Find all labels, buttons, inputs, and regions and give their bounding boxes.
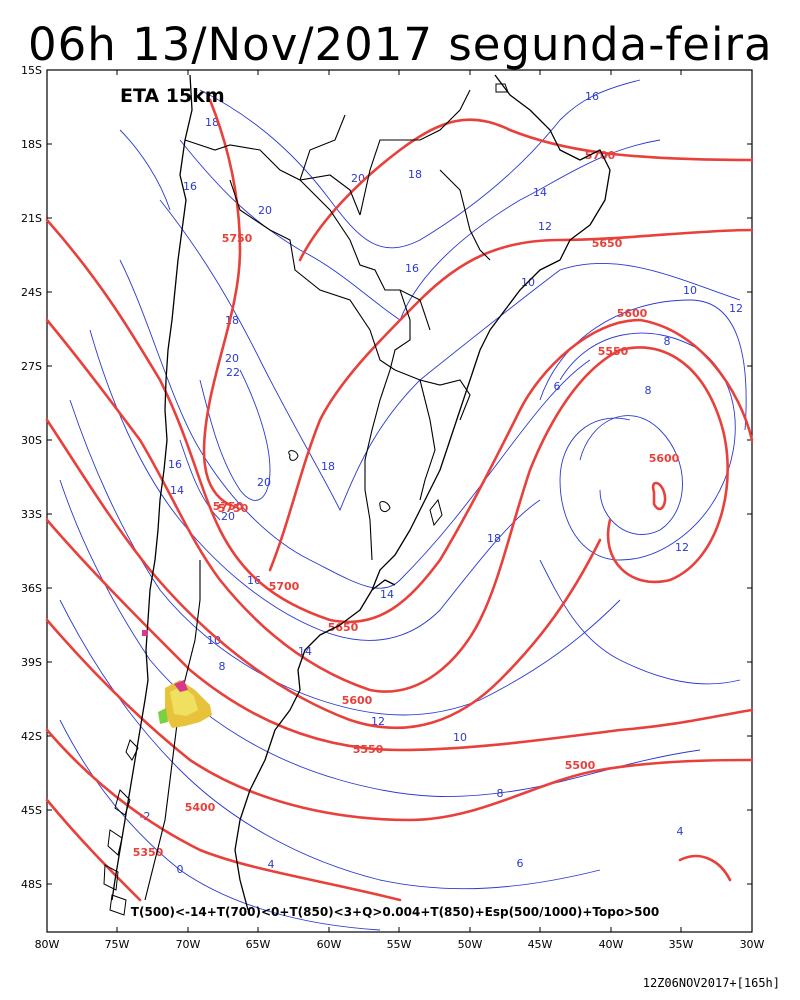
coastlines xyxy=(111,74,611,911)
temperature-label: 14 xyxy=(380,588,394,601)
temperature-label: 6 xyxy=(554,380,561,393)
temperature-label: 18 xyxy=(487,532,501,545)
thickness-label: 5700 xyxy=(585,149,616,162)
lakes xyxy=(288,83,509,527)
temperature-label: 8 xyxy=(645,384,652,397)
temperature-label: 12 xyxy=(675,541,689,554)
lon-ticks xyxy=(116,70,682,932)
temperature-label: 20 xyxy=(225,352,239,365)
lat-label: 39S xyxy=(21,656,42,669)
temperature-label: 20 xyxy=(257,476,271,489)
temperature-label: 4 xyxy=(268,858,275,871)
lat-ticks xyxy=(47,69,752,885)
lon-label: 75W xyxy=(105,938,130,951)
temperature-label: 18 xyxy=(408,168,422,181)
lat-axis: 15S 18S 21S 24S 27S 30S 33S 36S 39S 42S … xyxy=(21,64,42,891)
thickness-label: 5750 xyxy=(218,502,249,515)
temperature-label: 18 xyxy=(321,460,335,473)
temperature-label: 0 xyxy=(177,863,184,876)
temperature-label: 16 xyxy=(247,574,261,587)
temperature-label: 10 xyxy=(683,284,697,297)
thickness-label: 5500 xyxy=(565,759,596,772)
temperature-label: 22 xyxy=(226,366,240,379)
lon-label: 30W xyxy=(740,938,765,951)
lat-label: 42S xyxy=(21,730,42,743)
thickness-label: 5550 xyxy=(598,345,629,358)
lat-label: 30S xyxy=(21,434,42,447)
thickness-label: 5750 xyxy=(222,232,253,245)
thickness-label: 5650 xyxy=(592,237,623,250)
temperature-label: 14 xyxy=(533,186,547,199)
temperature-label: 8 xyxy=(664,335,671,348)
temperature-label: 12 xyxy=(538,220,552,233)
run-info: 12Z06NOV2017+[165h] xyxy=(642,976,780,990)
temperature-label: 16 xyxy=(585,90,599,103)
lat-label: 48S xyxy=(21,878,42,891)
thickness-label: 5400 xyxy=(185,801,216,814)
chile-islands xyxy=(103,739,139,916)
thickness-label: 5600 xyxy=(617,307,648,320)
lon-label: 50W xyxy=(458,938,483,951)
lat-label: 21S xyxy=(21,212,42,225)
thickness-label: 5750 xyxy=(213,500,244,513)
temperature-label: 16 xyxy=(405,262,419,275)
lon-label: 80W xyxy=(35,938,60,951)
map-title: 06h 13/Nov/2017 segunda-feira xyxy=(28,18,773,71)
lon-label: 65W xyxy=(246,938,271,951)
temperature-label: 8 xyxy=(219,660,226,673)
temperature-label: 6 xyxy=(517,857,524,870)
thickness-label: 5550 xyxy=(353,743,384,756)
lat-label: 33S xyxy=(21,508,42,521)
precipitation-area xyxy=(142,630,212,728)
lat-label: 45S xyxy=(21,804,42,817)
lon-label: 70W xyxy=(176,938,201,951)
lon-label: 60W xyxy=(317,938,342,951)
map-frame xyxy=(46,69,753,933)
lat-label: 18S xyxy=(21,138,42,151)
lat-label: 27S xyxy=(21,360,42,373)
lon-label: 40W xyxy=(599,938,624,951)
thickness-label: 5700 xyxy=(269,580,300,593)
thickness-label: 5600 xyxy=(649,452,680,465)
temperature-label: 4 xyxy=(677,825,684,838)
temperature-label: 10 xyxy=(453,731,467,744)
temperature-label: 14 xyxy=(170,484,184,497)
temperature-label: 16 xyxy=(183,180,197,193)
thickness-label: 5600 xyxy=(342,694,373,707)
lon-label: 45W xyxy=(528,938,553,951)
temperature-label: 18 xyxy=(205,116,219,129)
lat-label: 36S xyxy=(21,582,42,595)
lat-label: 24S xyxy=(21,286,42,299)
thickness-label: 5350 xyxy=(133,846,164,859)
legend-text: T(500)<-14+T(700)<0+T(850)<3+Q>0.004+T(8… xyxy=(131,905,659,919)
thickness-labels: 5700 5750 5650 5750 5600 5550 5600 5750 … xyxy=(133,149,680,859)
temperature-label: 20 xyxy=(221,510,235,523)
lon-label: 35W xyxy=(669,938,694,951)
temperature-label: 12 xyxy=(729,302,743,315)
lat-label: 15S xyxy=(21,64,42,77)
lon-label: 55W xyxy=(387,938,412,951)
temperature-label: 16 xyxy=(168,458,182,471)
thickness-label: 5650 xyxy=(328,621,359,634)
temperature-label: 20 xyxy=(258,204,272,217)
lon-axis: 80W 75W 70W 65W 60W 55W 50W 45W 40W 35W … xyxy=(35,938,765,951)
temperature-label: 20 xyxy=(351,172,365,185)
temperature-label: 12 xyxy=(371,715,385,728)
temperature-label: 8 xyxy=(497,787,504,800)
model-label: ETA 15km xyxy=(120,85,225,107)
